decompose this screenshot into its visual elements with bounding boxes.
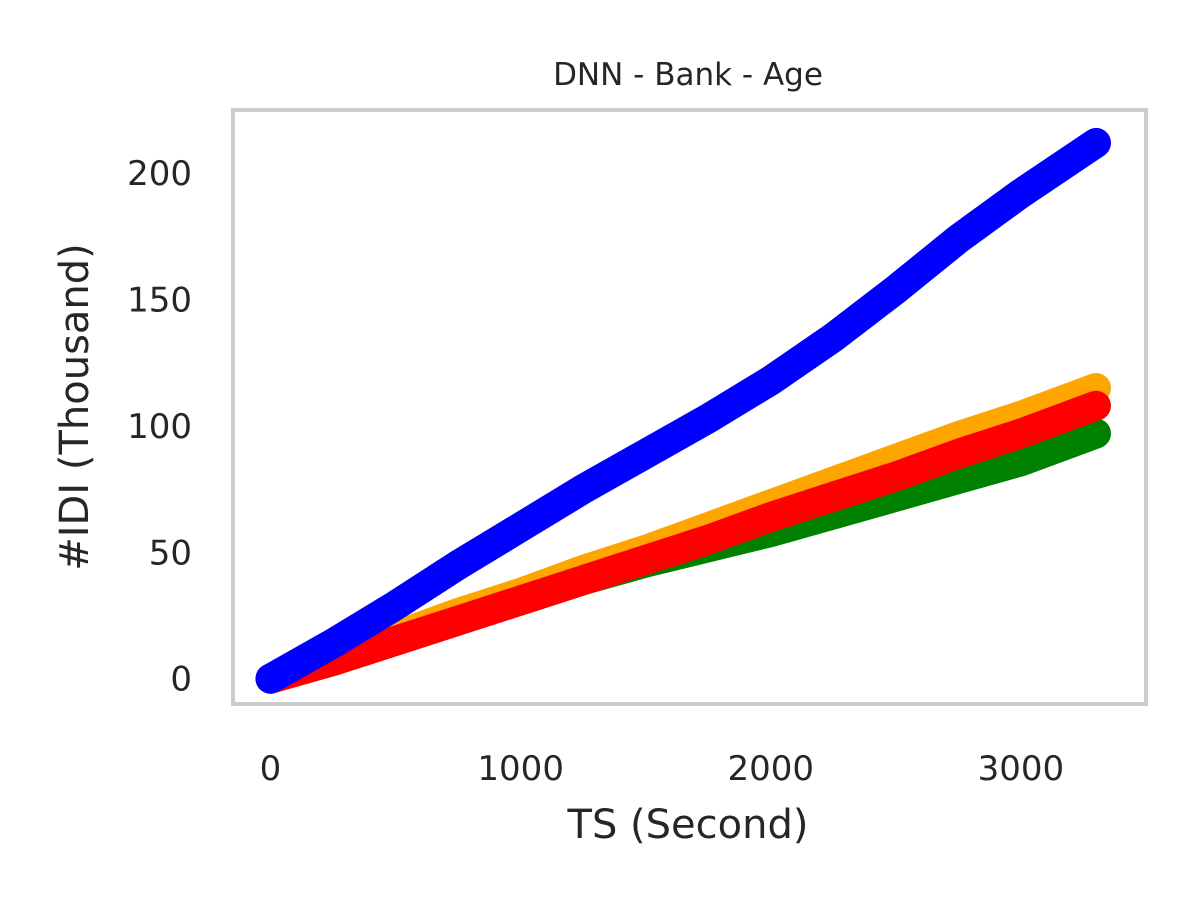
chart-title: DNN - Bank - Age bbox=[553, 57, 823, 93]
y-axis-label: #IDI (Thousand) bbox=[52, 243, 98, 571]
x-axis-tick-labels: 0 1000 2000 3000 bbox=[260, 749, 1064, 789]
x-tick-label: 2000 bbox=[728, 749, 815, 789]
y-tick-label: 50 bbox=[149, 533, 192, 573]
y-tick-label: 100 bbox=[127, 407, 192, 447]
x-tick-label: 1000 bbox=[477, 749, 564, 789]
x-axis-label: TS (Second) bbox=[567, 802, 809, 848]
y-tick-label: 0 bbox=[170, 660, 192, 700]
series-line-3 bbox=[255, 127, 1111, 694]
plot-frame bbox=[231, 108, 1148, 706]
x-tick-label: 3000 bbox=[978, 749, 1065, 789]
series-line-2 bbox=[255, 390, 1111, 694]
series-layer bbox=[255, 127, 1111, 694]
y-tick-label: 200 bbox=[127, 154, 192, 194]
y-tick-label: 150 bbox=[127, 281, 192, 321]
x-tick-label: 0 bbox=[260, 749, 282, 789]
y-axis-tick-labels: 0 50 100 150 200 bbox=[127, 154, 192, 700]
